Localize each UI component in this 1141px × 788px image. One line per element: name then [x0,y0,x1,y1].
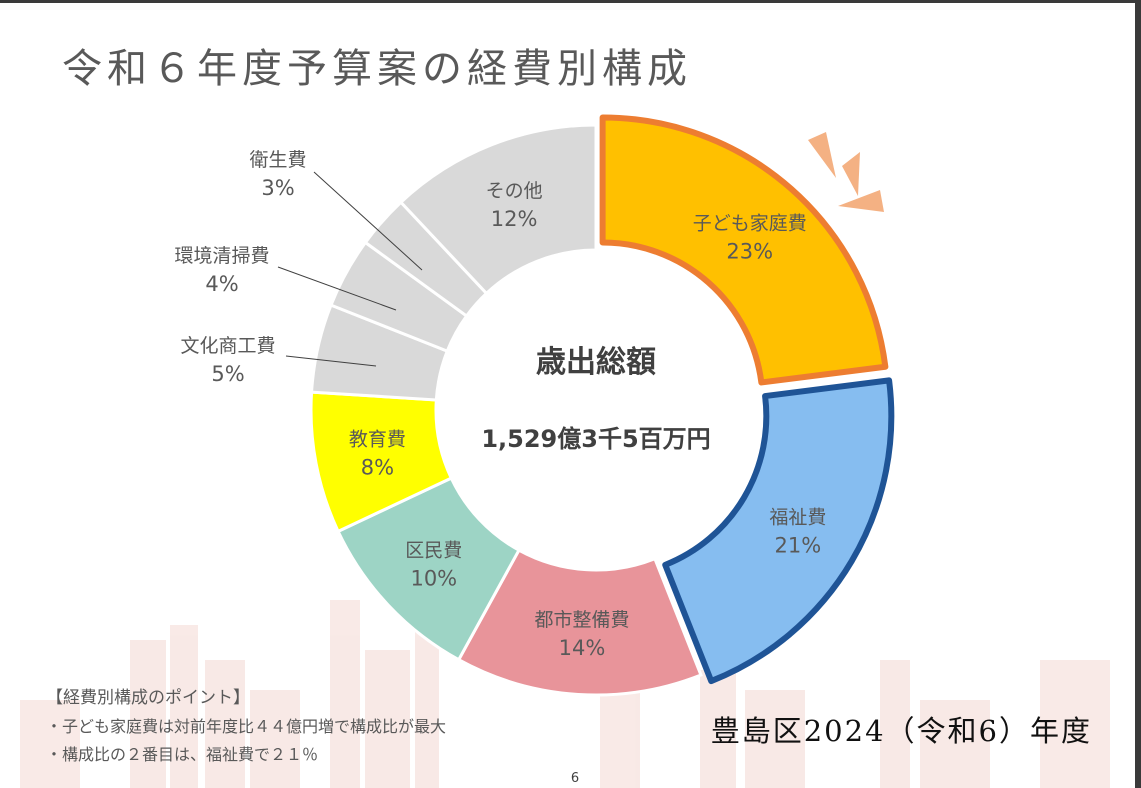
notes-item-2: ・構成比の２番目は、福祉費で２１％ [46,745,318,764]
right-border [1135,0,1141,788]
slice-name-fukushi: 福祉費 [769,506,826,528]
page-title: 令和６年度予算案の経費別構成 [62,46,692,92]
slice-value-kodomo: 23% [726,240,773,264]
slice-value-toshi: 14% [559,636,606,660]
slice-value-eisei: 3% [261,176,294,200]
page-number: 6 [571,771,579,786]
slice-name-bunka: 文化商工費 [180,335,275,357]
slice-name-eisei: 衛生費 [249,149,306,171]
burst-ray [842,152,860,196]
burst-accent [808,132,884,212]
slice-name-toshi: 都市整備費 [535,609,630,631]
skyline-background [20,600,1110,788]
slice-name-kyoiku: 教育費 [349,429,406,451]
slice-value-fukushi: 21% [775,533,822,557]
slice-fukushi [662,377,895,685]
notes-heading: 【経費別構成のポイント】 [46,688,250,708]
top-border [0,0,1141,3]
leader-line-eisei [313,171,423,271]
slice-name-sonota: その他 [486,180,543,202]
slice-value-kumin: 10% [410,566,457,590]
slice-name-kumin: 区民費 [405,539,462,561]
donut-chart [309,114,895,697]
slice-sonota [398,123,598,296]
center-label: 歳出総額 [536,345,656,380]
slice-labels: 子ども家庭費 23% 福祉費 21% 都市整備費 14% 区民費 10% 教育費 8% 文化商工費 5… [174,149,826,660]
leader-line-kankyo [277,266,397,311]
slice-name-kodomo: 子ども家庭費 [693,213,807,235]
leader-lines [277,171,423,367]
burst-ray [838,190,884,212]
center-amount: 1,529億3千5百万円 [481,425,710,453]
leader-line-bunka [285,355,377,367]
year-caption: 豊島区2024（令和6）年度 [711,714,1092,748]
slice-name-kankyo: 環境清掃費 [174,245,269,267]
slice-value-bunka: 5% [211,362,244,386]
burst-ray [808,132,836,178]
slice-value-kankyo: 4% [205,272,238,296]
slice-value-sonota: 12% [491,207,538,231]
slice-kodomo [599,114,889,386]
slice-value-kyoiku: 8% [361,456,394,480]
notes-item-1: ・子ども家庭費は対前年度比４４億円増で構成比が最大 [46,717,446,736]
